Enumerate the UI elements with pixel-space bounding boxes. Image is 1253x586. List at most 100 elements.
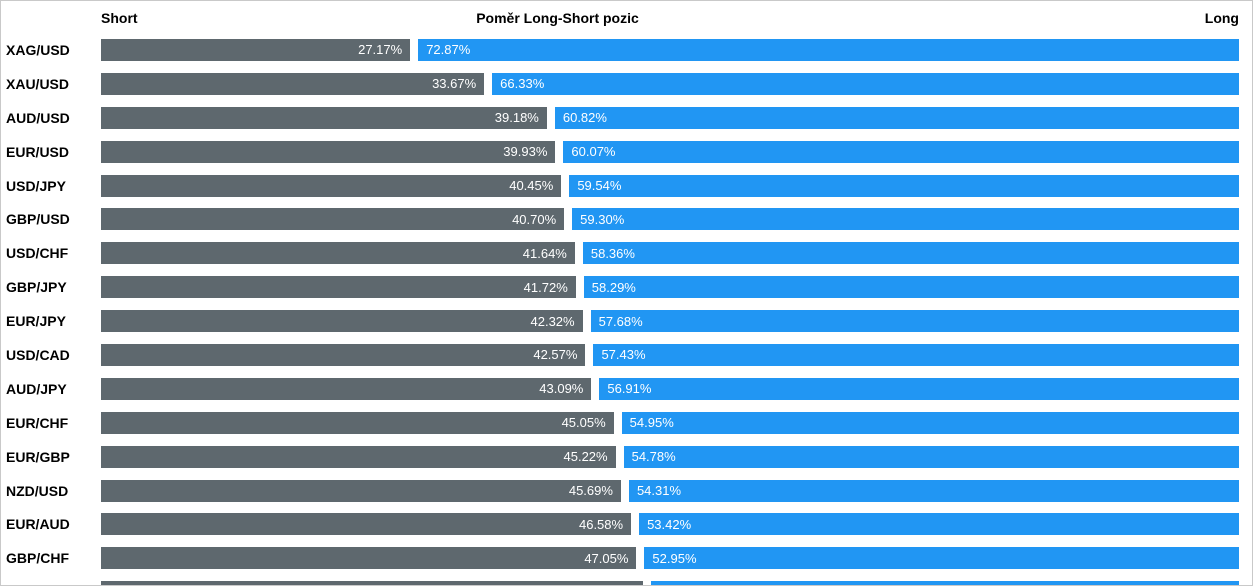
pair-label: GBP/USD xyxy=(6,211,70,228)
short-value-label: 42.57% xyxy=(533,347,578,363)
long-bar: 60.07% xyxy=(563,140,1239,163)
long-bar: 54.78% xyxy=(623,445,1239,468)
long-value-label: 57.43% xyxy=(601,347,646,363)
short-bar: 46.58% xyxy=(101,513,632,536)
long-bar: 58.36% xyxy=(582,242,1239,265)
pair-label: USD/JPY xyxy=(6,177,66,194)
table-row xyxy=(1,575,1252,585)
short-bar: 39.93% xyxy=(101,140,556,163)
long-bar: 57.68% xyxy=(590,310,1239,333)
table-row: GBP/JPY 41.72% 58.29% xyxy=(1,270,1252,304)
short-bar: 42.32% xyxy=(101,310,583,333)
short-bar: 45.22% xyxy=(101,445,616,468)
table-row: AUD/JPY 43.09% 56.91% xyxy=(1,372,1252,406)
long-value-label: 60.07% xyxy=(571,144,616,160)
bar-track: 42.32% 57.68% xyxy=(101,310,1239,333)
long-bar: 53.42% xyxy=(639,513,1239,536)
long-value-label: 52.95% xyxy=(652,550,697,566)
bar-track: 42.57% 57.43% xyxy=(101,343,1239,366)
bar-track: 46.58% 53.42% xyxy=(101,513,1239,536)
short-bar: 42.57% xyxy=(101,343,586,366)
short-value-label: 45.69% xyxy=(568,483,613,499)
pair-label: GBP/CHF xyxy=(6,550,69,567)
short-value-label: 40.70% xyxy=(512,211,557,227)
long-bar: 58.29% xyxy=(583,276,1239,299)
chart-rows: XAG/USD 27.17% 72.87% XAU/USD 33.67% 66.… xyxy=(1,33,1252,585)
chart-title: Poměr Long-Short pozic xyxy=(476,10,639,26)
bar-track: 40.45% 59.54% xyxy=(101,174,1239,197)
short-bar: 33.67% xyxy=(101,72,485,95)
pair-label: GBP/JPY xyxy=(6,279,67,296)
long-value-label: 57.68% xyxy=(598,313,643,329)
bar-track: 47.05% 52.95% xyxy=(101,547,1239,570)
bar-track: 39.18% 60.82% xyxy=(101,106,1239,129)
table-row: GBP/CHF 47.05% 52.95% xyxy=(1,541,1252,575)
long-bar: 59.30% xyxy=(572,208,1239,231)
table-row: XAU/USD 33.67% 66.33% xyxy=(1,67,1252,101)
short-value-label: 33.67% xyxy=(432,76,477,92)
short-bar: 45.05% xyxy=(101,411,614,434)
short-bar: 40.45% xyxy=(101,174,562,197)
short-value-label: 39.18% xyxy=(494,110,539,126)
short-value-label: 40.45% xyxy=(509,178,554,193)
long-value-label: 54.31% xyxy=(636,483,682,499)
short-value-label: 27.17% xyxy=(358,42,403,58)
pair-label: EUR/JPY xyxy=(6,313,66,330)
pair-label: USD/CHF xyxy=(6,245,69,262)
short-bar: 40.70% xyxy=(101,208,565,231)
long-value-label: 53.42% xyxy=(647,516,692,532)
pair-label: XAU/USD xyxy=(6,75,70,92)
short-bar: 41.64% xyxy=(101,242,575,265)
long-bar: 66.33% xyxy=(492,72,1239,95)
short-value-label: 45.22% xyxy=(563,449,608,465)
long-value-label: 54.78% xyxy=(631,449,676,465)
long-value-label: 58.29% xyxy=(591,279,636,295)
pair-label: AUD/JPY xyxy=(6,380,67,397)
table-row: NZD/USD 45.69% 54.31% xyxy=(1,474,1252,508)
short-bar: 43.09% xyxy=(101,377,592,400)
pair-label: EUR/USD xyxy=(6,143,70,160)
short-bar xyxy=(101,581,643,585)
table-row: GBP/USD 40.70% 59.30% xyxy=(1,202,1252,236)
long-value-label: 59.30% xyxy=(580,211,625,227)
long-value-label: 72.87% xyxy=(426,42,471,58)
short-value-label: 41.72% xyxy=(523,279,568,295)
pair-label: NZD/USD xyxy=(6,482,69,499)
bar-track: 43.09% 56.91% xyxy=(101,377,1239,400)
pair-label: USD/CAD xyxy=(6,346,70,363)
short-bar: 41.72% xyxy=(101,276,576,299)
short-bar: 47.05% xyxy=(101,547,637,570)
table-row: AUD/USD 39.18% 60.82% xyxy=(1,101,1252,135)
pair-label: EUR/AUD xyxy=(6,516,70,533)
bar-track: 41.72% 58.29% xyxy=(101,276,1239,299)
short-value-label: 47.05% xyxy=(584,550,629,566)
long-bar: 56.91% xyxy=(599,377,1239,400)
table-row: EUR/AUD 46.58% 53.42% xyxy=(1,507,1252,541)
long-bar: 57.43% xyxy=(593,343,1239,366)
short-column-header: Short xyxy=(101,10,138,26)
long-bar: 52.95% xyxy=(644,547,1239,570)
table-row: EUR/JPY 42.32% 57.68% xyxy=(1,304,1252,338)
long-value-label: 54.95% xyxy=(629,415,674,431)
short-value-label: 39.93% xyxy=(503,144,548,160)
long-value-label: 66.33% xyxy=(500,76,545,92)
long-bar: 60.82% xyxy=(554,106,1239,129)
short-value-label: 42.32% xyxy=(530,313,575,329)
long-bar: 54.31% xyxy=(628,479,1239,502)
bar-track: 45.05% 54.95% xyxy=(101,411,1239,434)
bar-track: 40.70% 59.30% xyxy=(101,208,1239,231)
long-value-label: 56.91% xyxy=(607,381,652,397)
pair-label: EUR/GBP xyxy=(6,448,70,465)
bar-track: 39.93% 60.07% xyxy=(101,140,1239,163)
table-row: EUR/GBP 45.22% 54.78% xyxy=(1,440,1252,474)
table-row: USD/JPY 40.45% 59.54% xyxy=(1,169,1252,203)
bar-track: 33.67% 66.33% xyxy=(101,72,1239,95)
short-value-label: 45.05% xyxy=(561,415,606,431)
chart-header: Short Poměr Long-Short pozic Long xyxy=(1,1,1252,33)
pair-label: XAG/USD xyxy=(6,41,70,58)
long-bar xyxy=(650,581,1239,585)
long-value-label: 59.54% xyxy=(577,178,622,193)
long-value-label: 58.36% xyxy=(590,245,635,261)
pair-label: AUD/USD xyxy=(6,109,70,126)
